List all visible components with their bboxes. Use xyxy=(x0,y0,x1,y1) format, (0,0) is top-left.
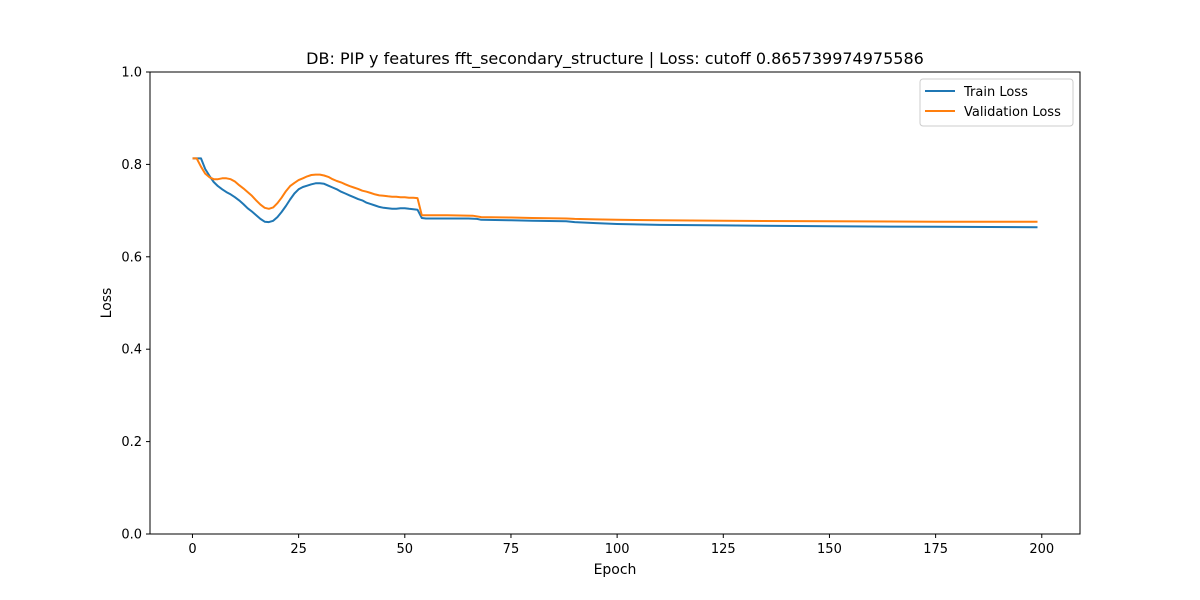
series-line-train-loss xyxy=(192,157,1038,229)
y-tick-label: 0.2 xyxy=(121,435,142,450)
y-axis: 0.0 0.2 0.4 0.6 0.8 1.0 xyxy=(121,66,150,543)
x-tick-label: 25 xyxy=(290,542,307,557)
x-tick-label: 200 xyxy=(1029,542,1054,557)
x-axis: 0 25 50 75 100 125 150 175 200 xyxy=(188,534,1054,557)
x-tick-label: 125 xyxy=(711,542,736,557)
series-line-validation-loss xyxy=(192,157,1038,223)
y-tick-label: 0.0 xyxy=(121,528,142,543)
legend-frame xyxy=(919,78,1074,127)
x-tick-label: 175 xyxy=(923,542,948,557)
chart-title: DB: PIP y features fft_secondary_structu… xyxy=(306,49,924,69)
x-tick-label: 75 xyxy=(503,542,520,557)
plot-area xyxy=(150,72,1080,534)
legend: Train Loss Validation Loss xyxy=(919,78,1074,127)
x-tick-label: 50 xyxy=(397,542,414,557)
x-tick-label: 0 xyxy=(188,542,196,557)
y-tick-label: 1.0 xyxy=(121,66,142,81)
y-tick-label: 0.8 xyxy=(121,158,142,173)
x-tick-label: 100 xyxy=(605,542,630,557)
y-tick-label: 0.4 xyxy=(121,343,142,358)
plot-frame xyxy=(149,71,1081,535)
x-axis-label: Epoch xyxy=(594,562,637,578)
y-tick-label: 0.6 xyxy=(121,250,142,265)
legend-label-validation: Validation Loss xyxy=(964,105,1061,120)
x-tick-label: 150 xyxy=(817,542,842,557)
legend-label-train: Train Loss xyxy=(963,85,1028,100)
series-layer xyxy=(192,157,1038,229)
y-axis-label: Loss xyxy=(99,288,115,319)
